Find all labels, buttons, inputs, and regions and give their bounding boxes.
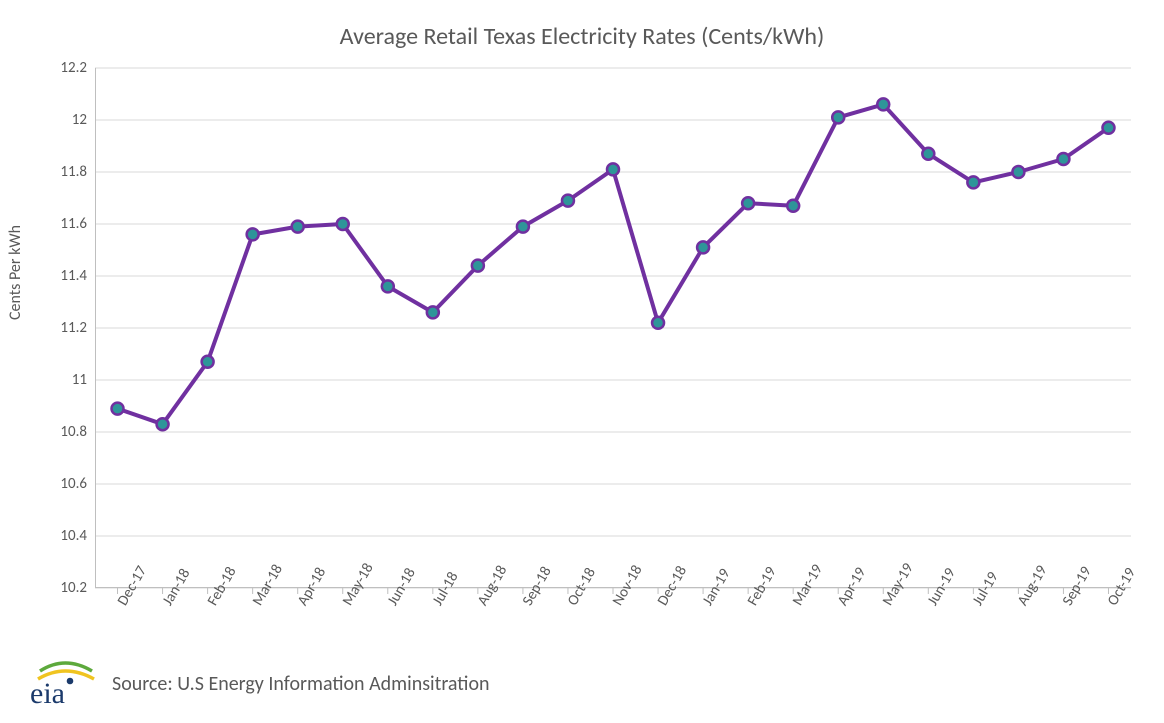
- y-tick-label: 11.6: [45, 215, 87, 233]
- data-point: [472, 260, 484, 272]
- y-tick-label: 12: [45, 111, 87, 129]
- data-point: [1102, 122, 1114, 134]
- data-point: [607, 163, 619, 175]
- data-point: [652, 317, 664, 329]
- y-tick-label: 10.8: [45, 423, 87, 441]
- data-point: [112, 403, 124, 415]
- data-point: [157, 418, 169, 430]
- y-tick-label: 10.4: [45, 527, 87, 545]
- data-point: [1012, 166, 1024, 178]
- eia-logo-text: eia: [30, 677, 65, 707]
- plot-svg: [95, 68, 1131, 588]
- data-point: [877, 98, 889, 110]
- data-point: [967, 176, 979, 188]
- data-point: [922, 148, 934, 160]
- y-tick-label: 11.2: [45, 319, 87, 337]
- source-text: Source: U.S Energy Information Adminsitr…: [112, 672, 490, 696]
- chart-title: Average Retail Texas Electricity Rates (…: [0, 22, 1164, 51]
- data-point: [382, 280, 394, 292]
- data-point: [202, 356, 214, 368]
- data-point: [1057, 153, 1069, 165]
- y-tick-label: 11: [45, 371, 87, 389]
- data-point: [337, 218, 349, 230]
- y-axis-label: Cents Per kWh: [6, 225, 25, 320]
- y-tick-label: 12.2: [45, 59, 87, 77]
- data-point: [247, 228, 259, 240]
- chart-container: Average Retail Texas Electricity Rates (…: [0, 0, 1164, 723]
- data-point: [562, 195, 574, 207]
- data-point: [787, 200, 799, 212]
- data-point: [292, 221, 304, 233]
- y-tick-label: 11.4: [45, 267, 87, 285]
- data-line: [118, 104, 1109, 424]
- eia-logo-icon: eia: [30, 661, 100, 707]
- data-point: [427, 306, 439, 318]
- y-tick-label: 11.8: [45, 163, 87, 181]
- data-point: [517, 221, 529, 233]
- y-tick-label: 10.2: [45, 579, 87, 597]
- y-tick-label: 10.6: [45, 475, 87, 493]
- data-point: [742, 197, 754, 209]
- data-point: [832, 111, 844, 123]
- source-row: eia Source: U.S Energy Information Admin…: [30, 661, 490, 707]
- data-point: [697, 241, 709, 253]
